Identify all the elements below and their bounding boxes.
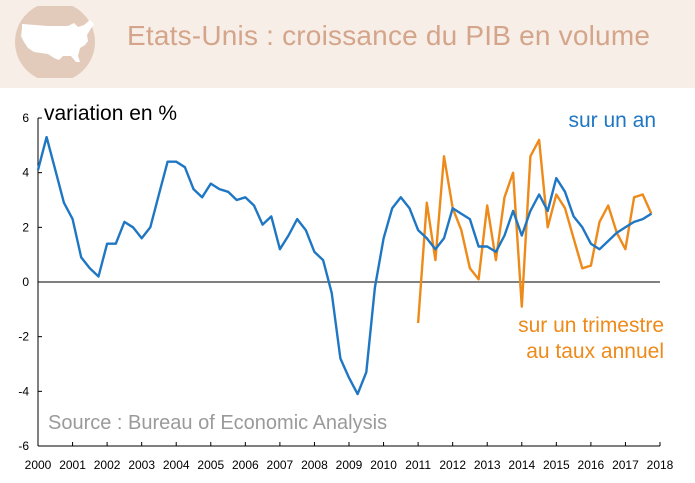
chart-axes: [37, 117, 661, 447]
x-tick-label: 2017: [612, 458, 639, 472]
y-tick-label: -2: [18, 330, 29, 344]
legend-label-annual: sur un an: [568, 109, 656, 132]
x-tick-label: 2015: [543, 458, 570, 472]
x-tick-label: 2012: [439, 458, 466, 472]
x-tick-label: 2000: [25, 458, 52, 472]
x-tick-label: 2013: [474, 458, 501, 472]
x-tick-label: 2004: [163, 458, 190, 472]
series-lines: [36, 135, 653, 396]
x-tick-label: 2008: [301, 458, 328, 472]
x-tick-label: 2001: [59, 458, 86, 472]
y-tick-label: 2: [22, 220, 29, 234]
x-tick-label: 2018: [647, 458, 674, 472]
x-tick-labels: 2000 2001 2002 2003 2004 2005 2006 2007 2008 2009…: [25, 458, 674, 472]
header-band: Etats-Unis : croissance du PIB en volume: [0, 0, 695, 88]
x-tick-label: 2016: [578, 458, 605, 472]
x-tick-label: 2009: [336, 458, 363, 472]
legend-label-quarterly-line1: sur un trimestre: [518, 314, 664, 337]
x-tick-label: 2007: [267, 458, 294, 472]
series-line-quarterly: [416, 138, 653, 324]
series-line-annual: [36, 135, 653, 396]
x-tick-label: 2005: [197, 458, 224, 472]
x-tick-label: 2014: [508, 458, 535, 472]
y-tick-labels: 6 4 2 0 -2 -4 -6: [18, 111, 29, 453]
y-tick-label: -6: [18, 439, 29, 453]
x-tick-label: 2002: [94, 458, 121, 472]
x-tick-label: 2006: [232, 458, 259, 472]
y-tick-label: -4: [18, 384, 29, 398]
page-title: Etats-Unis : croissance du PIB en volume: [127, 20, 651, 51]
usa-map-icon: [15, 6, 95, 78]
x-tick-label: 2010: [370, 458, 397, 472]
x-tick-label: 2011: [405, 458, 431, 472]
legend-label-quarterly-line2: au taux annuel: [526, 340, 664, 363]
y-tick-label: 4: [22, 166, 29, 180]
y-axis-label: variation en %: [44, 102, 177, 125]
y-tick-label: 6: [22, 111, 29, 125]
x-tick-label: 2003: [128, 458, 155, 472]
y-tick-label: 0: [22, 275, 29, 289]
source-note: Source : Bureau of Economic Analysis: [48, 412, 387, 434]
